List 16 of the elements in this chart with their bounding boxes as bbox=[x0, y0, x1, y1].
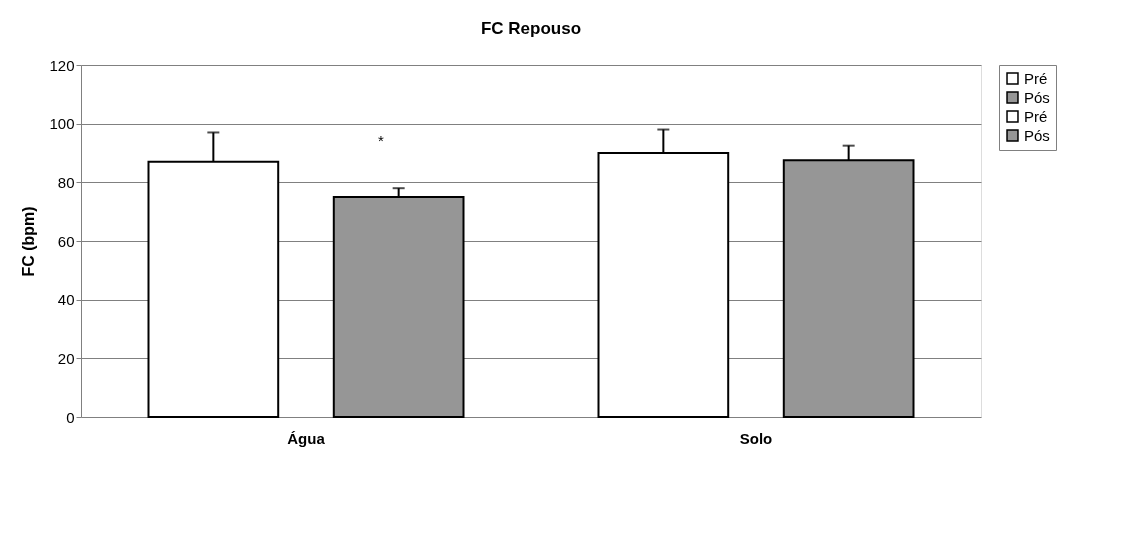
y-tick-label: 60 bbox=[57, 232, 75, 250]
legend-label: Pós bbox=[1024, 126, 1050, 144]
legend-label: Pós bbox=[1024, 88, 1050, 106]
x-tick-label: Água bbox=[287, 429, 326, 447]
legend-label: Pré bbox=[1024, 69, 1048, 87]
y-tick-label: 80 bbox=[57, 173, 75, 191]
chart-title: FC Repouso bbox=[480, 19, 582, 38]
y-tick-label: 0 bbox=[66, 408, 75, 426]
y-tick-label: 20 bbox=[57, 349, 75, 367]
legend-label: Pré bbox=[1024, 107, 1048, 125]
y-tick-label: 100 bbox=[49, 115, 75, 133]
annotation: * bbox=[378, 132, 385, 149]
y-tick-label: 40 bbox=[57, 291, 75, 309]
y-tick-label: 120 bbox=[49, 56, 75, 74]
y-axis-title: FC (bpm) bbox=[20, 206, 38, 277]
x-tick-label: Solo bbox=[739, 429, 773, 447]
